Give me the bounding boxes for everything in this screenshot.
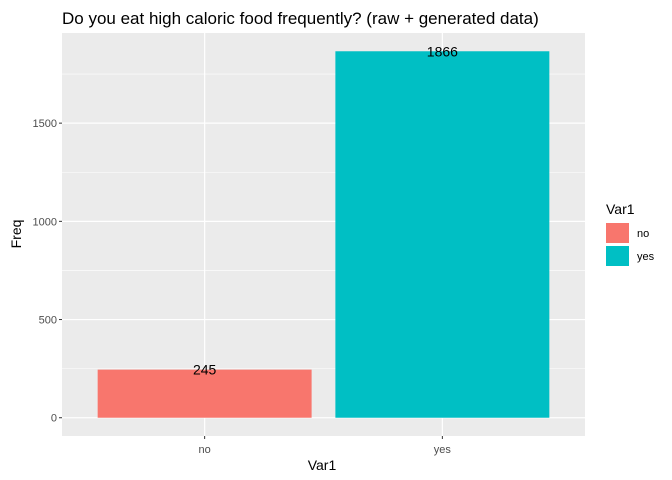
legend-swatch-yes (606, 246, 629, 266)
data-labels: 245 1866 (193, 43, 458, 377)
x-axis: no yes (199, 436, 452, 456)
legend-title: Var1 (606, 201, 635, 217)
data-label-yes: 1866 (427, 43, 458, 59)
legend-entries: no yes (606, 223, 655, 266)
x-tick-label: no (199, 444, 211, 456)
y-tick-label: 1000 (33, 216, 57, 228)
y-axis-title: Freq (8, 220, 24, 249)
data-label-no: 245 (193, 362, 217, 378)
y-axis: 0 500 1000 1500 (33, 118, 62, 425)
legend-label-yes: yes (637, 251, 655, 263)
bar-yes (335, 51, 550, 418)
x-tick-label: yes (434, 444, 452, 456)
y-tick-label: 0 (51, 413, 57, 425)
legend-label-no: no (637, 228, 649, 240)
y-tick-label: 500 (39, 315, 57, 327)
legend-swatch-no (606, 223, 629, 243)
bar-no (97, 369, 312, 418)
x-axis-title: Var1 (308, 457, 337, 473)
bars (97, 51, 550, 418)
legend: Var1 no yes (606, 201, 655, 266)
chart-title: Do you eat high caloric food frequently?… (62, 9, 539, 28)
y-tick-label: 1500 (33, 118, 57, 130)
